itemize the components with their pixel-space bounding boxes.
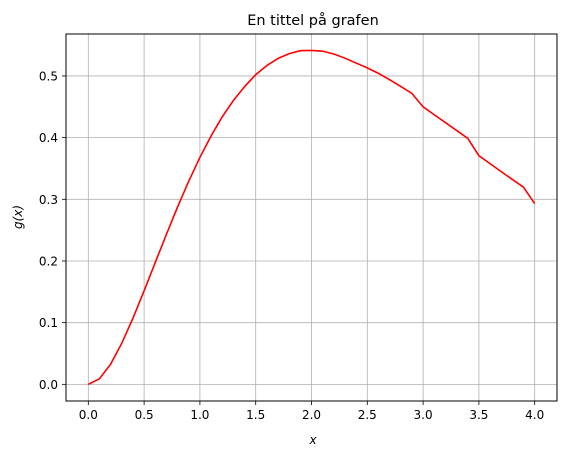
y-tick-label: 0.3 [39, 193, 58, 207]
grid [66, 34, 557, 401]
y-tick-label: 0.5 [39, 69, 58, 83]
x-axis-label: x [308, 433, 317, 447]
x-tick-label: 1.5 [246, 408, 265, 422]
data-line [87, 49, 536, 386]
y-tick-label: 0.2 [39, 254, 58, 268]
x-tick-label: 3.5 [469, 408, 488, 422]
plot-frame [65, 33, 558, 402]
y-tick-label: 0.1 [39, 316, 58, 330]
x-tick-label: 0.5 [135, 408, 154, 422]
y-tick-label: 0.0 [39, 378, 58, 392]
x-tick-label: 3.0 [414, 408, 433, 422]
chart-title: En tittel på grafen [247, 12, 379, 29]
x-tick-label: 2.0 [302, 408, 321, 422]
x-tick-label: 4.0 [525, 408, 544, 422]
x-tick-label: 1.0 [190, 408, 209, 422]
y-axis-label: g(x) [11, 205, 25, 229]
y-tick-label: 0.4 [39, 131, 58, 145]
ticks: 0.0 0.5 1.0 1.5 2.0 2.5 3.0 3.5 4.0 0.0 0.1 0.2 0.3 0… [39, 69, 544, 422]
x-tick-label: 0.0 [79, 408, 98, 422]
x-tick-label: 2.5 [358, 408, 377, 422]
